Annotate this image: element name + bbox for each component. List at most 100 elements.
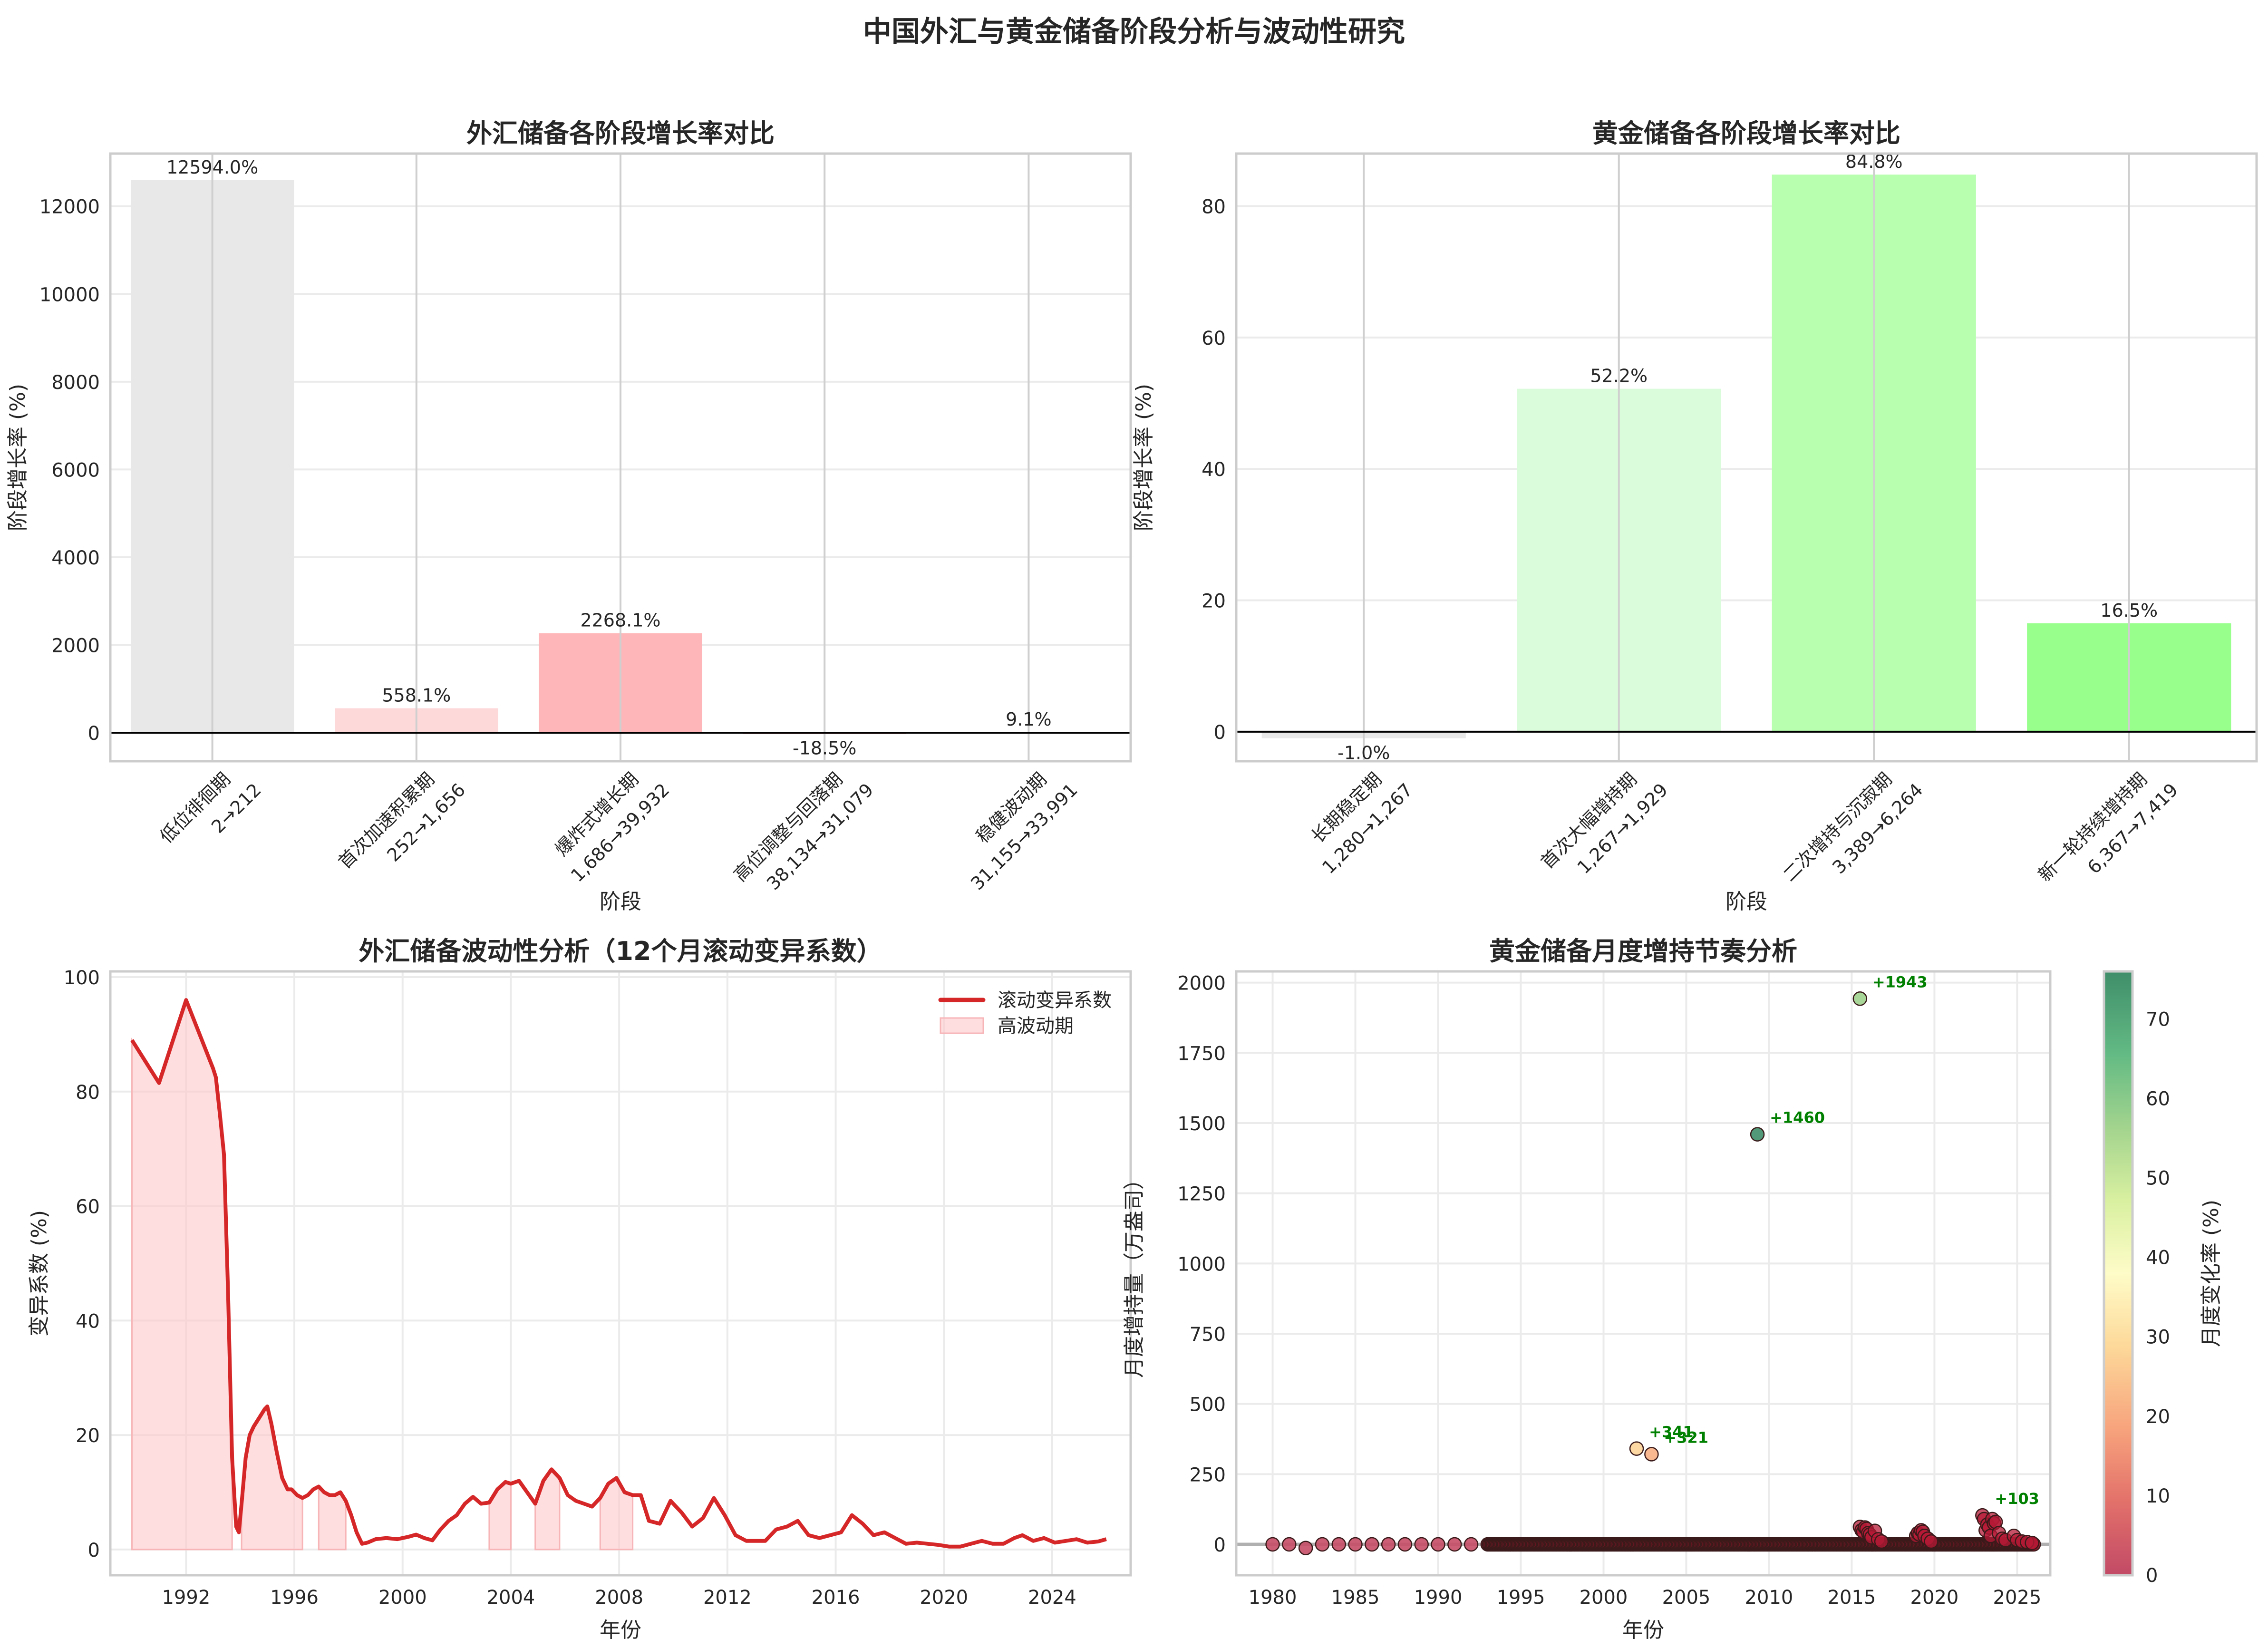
x-tick-label: 2024 (1028, 1587, 1076, 1609)
rolling-cv-line[interactable] (130, 998, 1107, 1549)
x-tick-label: 首次加速积累期252→1,656 (334, 758, 469, 893)
plot-frame (109, 152, 1132, 763)
data-point[interactable] (2025, 1535, 2039, 1551)
high-volatility-area (488, 1481, 512, 1551)
x-tick-label: 2010 (1745, 1587, 1793, 1609)
y-tick-label: 20 (1202, 591, 1226, 612)
data-point[interactable] (1464, 1537, 1479, 1552)
data-point[interactable] (1447, 1537, 1462, 1552)
fx-stage-growth-chart: 0 2000 4000 6000 8000 10000 12000 12594.0% 558.1… (6, 118, 1132, 914)
colorbar-tick-label: 20 (2146, 1406, 2170, 1428)
y-tick-label: 500 (1190, 1394, 1226, 1416)
point-annotation: +1943 (1872, 973, 1928, 991)
data-point[interactable] (1348, 1537, 1363, 1552)
colorbar-tick-label: 50 (2146, 1167, 2170, 1189)
legend-label: 高波动期 (998, 1015, 1074, 1037)
y-tick-label: 0 (88, 1540, 100, 1561)
chart-title: 黄金储备各阶段增长率对比 (1592, 118, 1900, 148)
bar-value-label: -18.5% (793, 738, 856, 759)
high-volatility-area (534, 1468, 561, 1551)
data-point[interactable] (1381, 1537, 1396, 1552)
gold-stage-growth-chart: 0 20 40 60 80 -1.0% 52.2% 84.8% 16.5% 长期稳定期1,280→… (1132, 118, 2258, 914)
bar-value-label: 52.2% (1590, 366, 1648, 387)
chart-title: 黄金储备月度增持节奏分析 (1489, 936, 1797, 966)
x-tick-label: 新一轮持续增持期6,367→7,419 (2034, 758, 2182, 906)
y-tick-label: 2000 (51, 635, 100, 657)
x-tick-label: 长期稳定期1,280→1,267 (1297, 758, 1416, 878)
x-axis-label: 年份 (600, 1618, 641, 1642)
y-tick-label: 6000 (51, 459, 100, 481)
data-point[interactable] (1644, 1447, 1659, 1462)
x-tick-label: 高位调整与回落期38,134→31,079 (729, 758, 877, 906)
data-point[interactable] (1414, 1537, 1429, 1552)
y-axis-label: 阶段增长率 (%) (1132, 384, 1156, 531)
y-tick-label: 20 (76, 1425, 100, 1447)
data-point[interactable] (1750, 1127, 1765, 1142)
bar-value-label: -1.0% (1338, 743, 1390, 764)
data-point[interactable] (1431, 1537, 1445, 1552)
y-tick-label: 1750 (1177, 1043, 1226, 1065)
x-tick-label: 2008 (595, 1587, 643, 1609)
y-tick-label: 2000 (1177, 973, 1226, 995)
data-point[interactable] (1331, 1537, 1346, 1552)
fx-volatility-chart: 0 20 40 60 80 100 1992 1996 2000 2004 2008 2012 2016… (27, 936, 1132, 1642)
colorbar-tick-label: 60 (2146, 1088, 2170, 1110)
x-tick-label: 2025 (1993, 1587, 2042, 1609)
x-tick-label: 1980 (1249, 1587, 1297, 1609)
x-tick-label: 2000 (1580, 1587, 1628, 1609)
legend-area-swatch (940, 1017, 984, 1034)
x-tick-label: 低位徘徊期2→212 (155, 758, 265, 868)
y-tick-label: 12000 (39, 196, 100, 218)
bar-value-label: 9.1% (1006, 709, 1052, 730)
data-point[interactable] (1365, 1537, 1379, 1552)
y-tick-label: 1000 (1177, 1253, 1226, 1275)
y-tick-label: 0 (1214, 722, 1226, 744)
x-tick-label: 爆炸式增长期1,686→39,932 (546, 758, 673, 886)
data-point[interactable] (1315, 1537, 1330, 1552)
y-tick-label: 1250 (1177, 1183, 1226, 1205)
bar-value-label: 84.8% (1845, 151, 1903, 172)
data-point[interactable] (1924, 1534, 1938, 1549)
y-axis-label: 阶段增长率 (%) (6, 384, 30, 531)
x-tick-label: 2020 (1910, 1587, 1959, 1609)
y-tick-label: 40 (1202, 459, 1226, 481)
bar-value-label: 12594.0% (166, 157, 258, 178)
data-point[interactable] (1282, 1537, 1297, 1552)
colorbar-label: 月度变化率 (%) (2199, 1200, 2223, 1347)
bar-value-label: 558.1% (382, 685, 451, 706)
colorbar-tick-label: 30 (2146, 1327, 2170, 1348)
y-tick-label: 100 (64, 967, 100, 989)
y-tick-label: 40 (76, 1310, 100, 1332)
data-point[interactable] (1852, 991, 1868, 1006)
x-tick-label: 稳健波动期31,155→33,991 (946, 758, 1082, 894)
y-tick-label: 4000 (51, 547, 100, 569)
x-axis-label: 年份 (1622, 1618, 1664, 1642)
x-tick-label: 1985 (1331, 1587, 1380, 1609)
y-tick-label: 10000 (39, 284, 100, 306)
x-tick-label: 1992 (162, 1587, 210, 1609)
x-tick-label: 2005 (1662, 1587, 1711, 1609)
y-tick-label: 250 (1190, 1464, 1226, 1486)
x-tick-label: 首次大幅增持期1,267→1,929 (1537, 758, 1672, 893)
point-annotation: +321 (1664, 1428, 1708, 1446)
y-tick-label: 750 (1190, 1324, 1226, 1346)
data-point[interactable] (1298, 1541, 1313, 1555)
data-point[interactable] (1397, 1537, 1413, 1552)
legend-label: 滚动变异系数 (998, 989, 1112, 1011)
colorbar-tick-label: 0 (2146, 1565, 2158, 1587)
data-point[interactable] (1265, 1537, 1280, 1552)
x-axis-label: 阶段 (600, 890, 641, 914)
data-point[interactable] (1629, 1441, 1644, 1456)
plot-frame (1235, 152, 2258, 763)
x-tick-label: 1990 (1414, 1587, 1463, 1609)
colorbar-tick-label: 70 (2146, 1008, 2170, 1030)
data-point[interactable] (1874, 1534, 1889, 1549)
y-axis-label: 月度增持量（万盎司） (1122, 1169, 1146, 1378)
x-tick-label: 1995 (1497, 1587, 1545, 1609)
plot-frame (109, 970, 1132, 1577)
point-annotation: +103 (1995, 1490, 2039, 1508)
x-tick-label: 2004 (487, 1587, 535, 1609)
x-tick-label: 2012 (703, 1587, 752, 1609)
